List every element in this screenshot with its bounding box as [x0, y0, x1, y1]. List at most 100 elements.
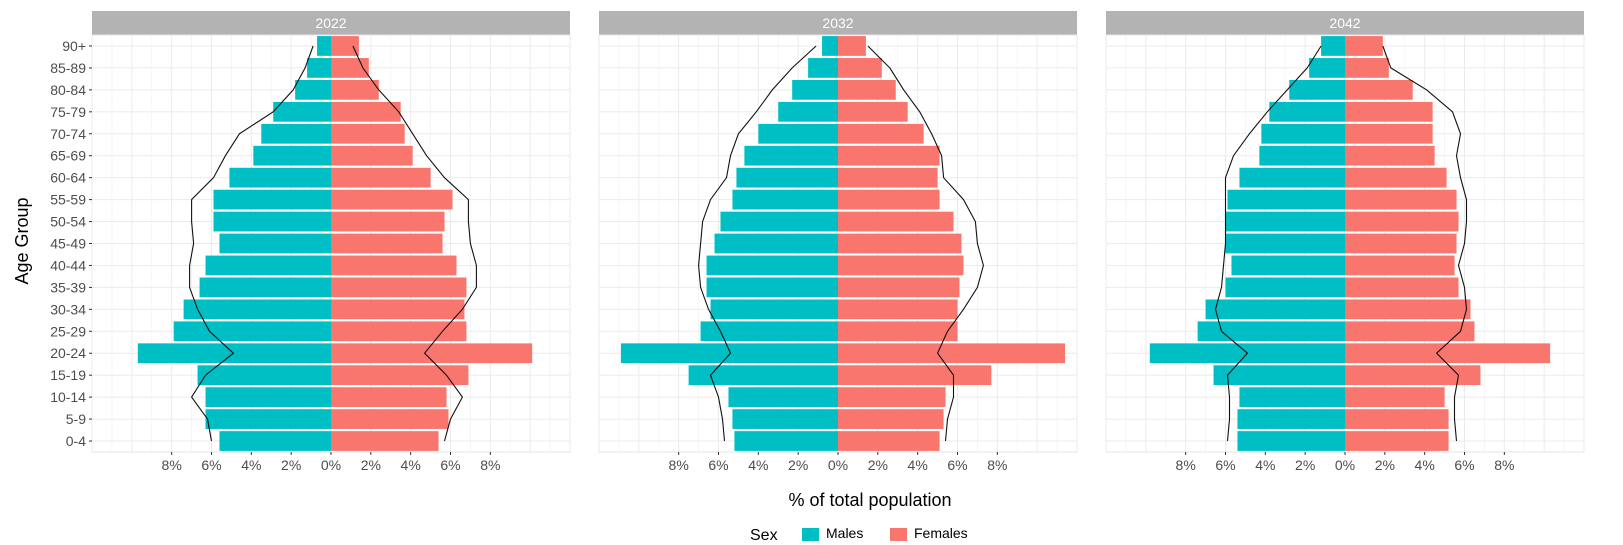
x-tick-label: 2%	[281, 457, 301, 473]
bar-males-20-24	[620, 343, 838, 364]
y-tick-label-85-89: 85-89	[50, 60, 86, 76]
y-tick-label-70-74: 70-74	[50, 126, 86, 142]
x-tick-label: 8%	[480, 457, 500, 473]
bar-females-55-59	[1345, 189, 1457, 210]
bar-females-75-79	[838, 101, 908, 122]
bar-males-35-39	[199, 277, 331, 298]
legend-swatch-males	[802, 528, 819, 541]
bar-females-90+	[1345, 36, 1383, 56]
x-tick-label: 4%	[1255, 457, 1275, 473]
bar-females-45-49	[331, 233, 443, 254]
y-tick-label-25-29: 25-29	[50, 323, 86, 339]
bar-females-55-59	[838, 189, 940, 210]
bar-males-70-74	[758, 123, 838, 144]
outline-males	[1214, 45, 1322, 442]
y-tick-label-60-64: 60-64	[50, 170, 86, 186]
bar-females-85-89	[331, 58, 369, 78]
legend-label-males: Males	[826, 525, 863, 541]
bar-females-80-84	[331, 79, 379, 100]
bar-females-5-9	[838, 409, 944, 429]
legend: Sex Males Females	[750, 525, 968, 544]
x-tick-label: 6%	[947, 457, 967, 473]
bar-males-25-29	[173, 321, 331, 342]
bar-males-15-19	[688, 365, 838, 386]
bar-females-60-64	[331, 167, 431, 188]
bar-females-10-14	[838, 387, 946, 408]
x-tick-label: 8%	[1176, 457, 1196, 473]
bar-males-35-39	[706, 277, 838, 298]
bar-females-5-9	[331, 409, 449, 429]
bar-females-80-84	[1345, 79, 1413, 100]
x-tick-label: 0%	[1335, 457, 1355, 473]
bar-females-75-79	[1345, 101, 1433, 122]
x-tick-label: 4%	[748, 457, 768, 473]
bar-females-40-44	[331, 255, 457, 276]
bar-males-60-64	[736, 167, 838, 188]
bar-males-30-34	[1205, 299, 1345, 320]
outline-females	[352, 45, 477, 442]
bar-males-90+	[317, 36, 331, 56]
facet-panels: 2022 8% 6% 4% 2% 0% 2% 4% 6% 8% 0-4 5-9 10-14 15-19 20…	[50, 11, 1585, 473]
bar-females-75-79	[331, 101, 401, 122]
bar-males-5-9	[1237, 409, 1345, 429]
bar-females-25-29	[1345, 321, 1475, 342]
bar-females-60-64	[1345, 167, 1447, 188]
bar-females-10-14	[1345, 387, 1445, 408]
outline-males	[189, 45, 314, 442]
bar-females-40-44	[1345, 255, 1455, 276]
facet-panel-2032: 2032 8% 6% 4% 2% 0% 2% 4% 6% 8%	[598, 11, 1078, 473]
bar-males-60-64	[1239, 167, 1345, 188]
y-axis-title: Age Group	[12, 197, 32, 284]
x-tick-label: 6%	[201, 457, 221, 473]
bar-females-90+	[838, 36, 866, 56]
x-tick-label: 6%	[1454, 457, 1474, 473]
bar-females-70-74	[1345, 123, 1433, 144]
bar-females-70-74	[331, 123, 405, 144]
bar-females-45-49	[838, 233, 962, 254]
bar-females-50-54	[331, 211, 445, 232]
y-tick-label-90+: 90+	[62, 38, 86, 54]
x-tick-label: 8%	[1494, 457, 1514, 473]
x-tick-label: 2%	[788, 457, 808, 473]
facet-strip	[599, 11, 1077, 35]
outline-males	[698, 45, 817, 442]
x-tick-label: 2%	[361, 457, 381, 473]
bar-males-45-49	[219, 233, 331, 254]
bar-males-65-69	[253, 145, 331, 166]
x-tick-label: 2%	[1295, 457, 1315, 473]
bar-females-35-39	[331, 277, 467, 298]
bar-females-35-39	[1345, 277, 1459, 298]
bar-males-65-69	[744, 145, 838, 166]
bar-females-15-19	[838, 365, 992, 386]
bar-females-50-54	[838, 211, 954, 232]
y-tick-label-20-24: 20-24	[50, 345, 86, 361]
bar-males-20-24	[137, 343, 331, 364]
bar-males-15-19	[1213, 365, 1345, 386]
bar-males-5-9	[732, 409, 838, 429]
bar-females-25-29	[331, 321, 467, 342]
y-tick-label-55-59: 55-59	[50, 192, 86, 208]
bar-females-55-59	[331, 189, 453, 210]
bar-females-0-4	[1345, 431, 1449, 451]
facet-strip-label: 2022	[315, 15, 346, 31]
bar-females-65-69	[331, 145, 413, 166]
bar-males-55-59	[213, 189, 331, 210]
x-tick-label: 4%	[1415, 457, 1435, 473]
y-tick-label-15-19: 15-19	[50, 367, 86, 383]
facet-panel-2042: 2042 8% 6% 4% 2% 0% 2% 4% 6% 8%	[1105, 11, 1585, 473]
bar-females-65-69	[1345, 145, 1435, 166]
bar-males-15-19	[197, 365, 331, 386]
bar-males-80-84	[792, 79, 838, 100]
y-tick-label-5-9: 5-9	[66, 411, 86, 427]
bar-males-40-44	[1231, 255, 1345, 276]
bar-males-90+	[1321, 36, 1345, 56]
bar-males-90+	[822, 36, 838, 56]
bar-females-80-84	[838, 79, 896, 100]
bar-males-0-4	[734, 431, 838, 451]
bar-males-75-79	[273, 101, 331, 122]
x-tick-label: 6%	[440, 457, 460, 473]
bar-males-75-79	[778, 101, 838, 122]
x-tick-label: 4%	[401, 457, 421, 473]
facet-strip-label: 2032	[822, 15, 853, 31]
bar-males-50-54	[1225, 211, 1345, 232]
